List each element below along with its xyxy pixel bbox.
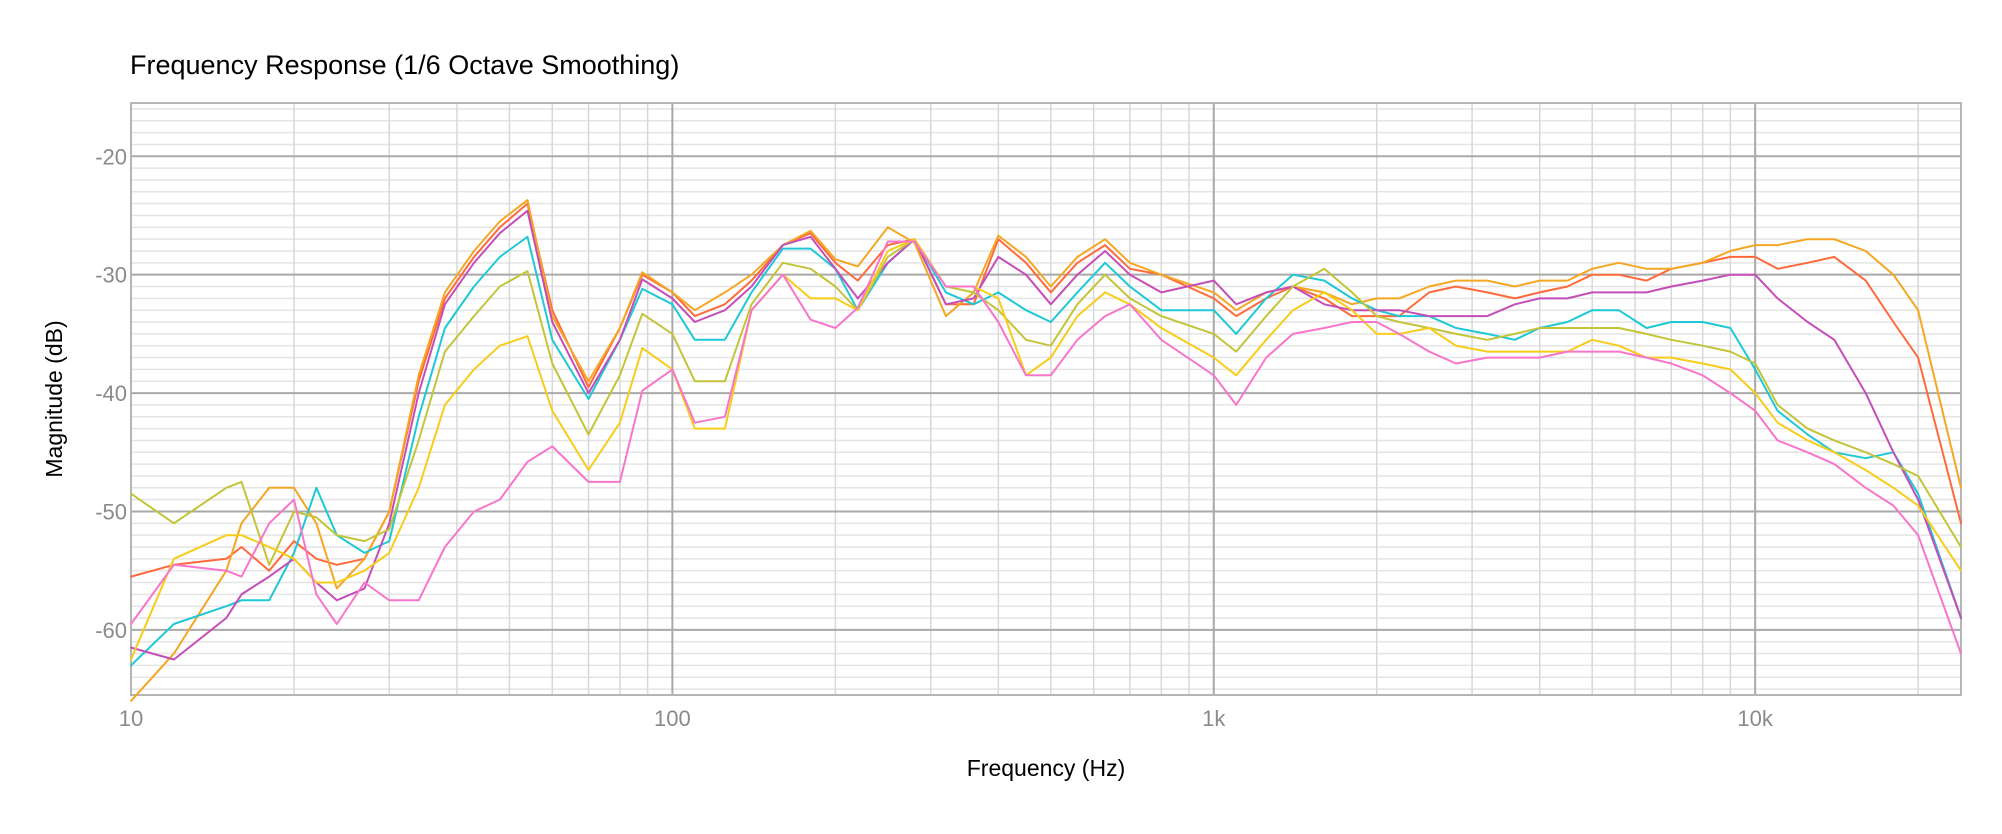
chart-title-main: Frequency Response (130, 50, 387, 80)
series-line-7 (130, 240, 1962, 655)
series-line-1 (130, 202, 1962, 578)
y-axis-ticks: -20 -30 -40 -50 -60 (95, 144, 127, 643)
plot-frame (130, 102, 1962, 696)
x-axis-ticks: 10 100 1k 10k (119, 706, 1774, 731)
y-tick-label: -40 (95, 381, 127, 406)
x-axis-label: Frequency (Hz) (967, 755, 1125, 781)
series-line-3 (130, 235, 1962, 667)
y-tick-label: -20 (95, 144, 127, 169)
grid-minor-lines (131, 103, 1961, 695)
series-line-4 (130, 209, 1962, 661)
y-tick-label: -50 (95, 499, 127, 524)
chart-title-subtitle: (1/6 Octave Smoothing) (394, 50, 680, 80)
chart-title: Frequency Response (1/6 Octave Smoothing… (130, 50, 679, 81)
series-line-2 (130, 199, 1962, 702)
series-lines (130, 199, 1962, 702)
x-tick-label: 100 (654, 706, 691, 731)
y-tick-label: -30 (95, 263, 127, 288)
x-tick-label: 10 (119, 706, 143, 731)
y-axis-label: Magnitude (dB) (41, 320, 67, 477)
x-tick-label: 10k (1737, 706, 1773, 731)
series-line-5 (130, 238, 1962, 566)
x-tick-label: 1k (1202, 706, 1226, 731)
y-tick-label: -60 (95, 618, 127, 643)
